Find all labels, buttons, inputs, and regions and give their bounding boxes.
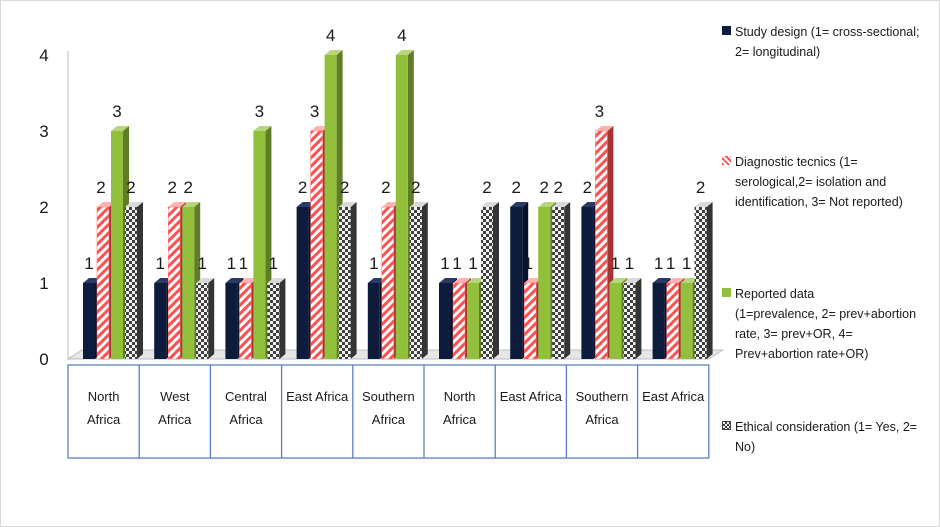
data-label: 1 [611,254,620,273]
data-label: 1 [84,254,93,273]
legend-label: Diagnostic tecnics (1= serological,2= iso… [735,152,903,212]
data-label: 3 [310,102,319,121]
bar [552,202,570,359]
legend-swatch [722,288,731,297]
data-label: 1 [452,254,461,273]
bar [695,202,713,359]
data-label: 3 [595,102,604,121]
data-label: 1 [227,254,236,273]
data-label: 2 [167,178,176,197]
data-label: 4 [397,26,406,45]
data-label: 2 [126,178,135,197]
data-label: 1 [440,254,449,273]
data-label: 3 [112,102,121,121]
y-tick-label: 3 [39,122,48,141]
data-label: 4 [326,26,335,45]
y-tick-label: 4 [39,46,48,65]
data-label: 1 [654,254,663,273]
data-label: 1 [625,254,634,273]
data-label: 2 [511,178,520,197]
data-label: 1 [523,254,532,273]
data-label: 1 [155,254,164,273]
bar [623,278,641,359]
data-label: 3 [255,102,264,121]
legend-label: Study design (1= cross-sectional; 2= long… [735,22,919,62]
bar [481,202,499,359]
legend-swatch [722,156,731,165]
bars [83,50,713,359]
data-label: 2 [183,178,192,197]
data-label: 2 [553,178,562,197]
data-label: 1 [369,254,378,273]
bar [196,278,214,359]
data-label: 2 [696,178,705,197]
data-label: 2 [411,178,420,197]
legend-item: Study design (1= cross-sectional; 2= long… [722,22,936,62]
bar [339,202,357,359]
x-category-label: East Africa [500,389,563,404]
legend-label: Reported data (1=prevalence, 2= prev+abor… [735,284,916,364]
data-label: 1 [197,254,206,273]
y-tick-label: 2 [39,198,48,217]
data-label: 2 [298,178,307,197]
legend-swatch [722,26,731,35]
bar [410,202,428,359]
data-label: 2 [539,178,548,197]
data-label: 2 [482,178,491,197]
data-label: 1 [468,254,477,273]
x-category-label: East Africa [642,389,705,404]
data-label: 2 [96,178,105,197]
y-tick-label: 1 [39,274,48,293]
legend-item: Ethical consideration (1= Yes, 2= No) [722,417,936,457]
legend-item: Reported data (1=prevalence, 2= prev+abor… [722,284,936,364]
data-label: 2 [583,178,592,197]
data-label: 1 [682,254,691,273]
axes: 0 1 2 3 4 [39,46,68,369]
x-category-label: East Africa [286,389,349,404]
data-label: 2 [340,178,349,197]
legend-label: Ethical consideration (1= Yes, 2= No) [735,417,917,457]
data-label: 1 [239,254,248,273]
data-label: 1 [269,254,278,273]
bar [267,278,285,359]
data-label: 2 [381,178,390,197]
legend-item: Diagnostic tecnics (1= serological,2= iso… [722,152,936,212]
data-label: 1 [666,254,675,273]
y-tick-label: 0 [39,350,48,369]
bar [125,202,143,359]
legend-swatch [722,421,731,430]
